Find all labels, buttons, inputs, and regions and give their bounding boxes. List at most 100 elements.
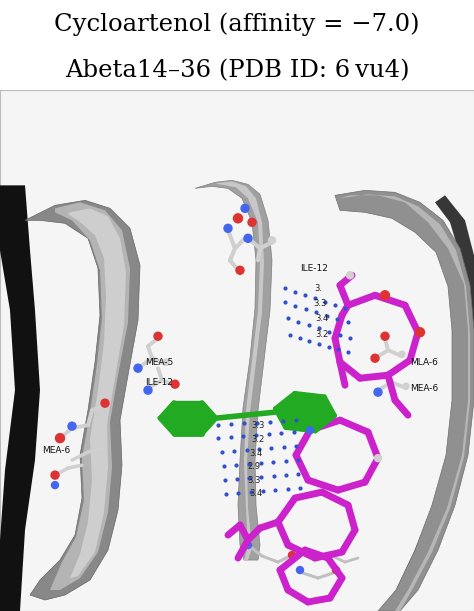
Circle shape	[245, 541, 252, 549]
Point	[294, 469, 302, 479]
Text: MEA-5: MEA-5	[145, 357, 173, 367]
Point	[239, 431, 247, 441]
Point	[296, 333, 303, 343]
Polygon shape	[0, 185, 40, 611]
Polygon shape	[275, 393, 335, 431]
Point	[272, 485, 279, 495]
Point	[315, 339, 323, 349]
Point	[214, 420, 222, 430]
Point	[294, 316, 302, 326]
Circle shape	[381, 291, 390, 300]
Point	[302, 304, 310, 314]
Point	[341, 303, 349, 313]
Point	[221, 475, 229, 485]
Text: MEA-6: MEA-6	[42, 445, 70, 455]
Point	[227, 419, 235, 429]
Polygon shape	[160, 403, 216, 434]
Point	[346, 334, 354, 343]
Point	[227, 432, 235, 442]
Circle shape	[289, 552, 295, 558]
Text: ILE-12: ILE-12	[145, 378, 173, 387]
Point	[344, 317, 352, 327]
Circle shape	[236, 266, 244, 274]
Point	[270, 471, 277, 481]
Circle shape	[241, 204, 249, 213]
Point	[325, 342, 332, 351]
Point	[344, 347, 352, 357]
Text: 3.3: 3.3	[247, 475, 261, 485]
Point	[301, 290, 309, 300]
Point	[240, 419, 248, 428]
Text: Abeta14–36 (PDB ID: 6 vu4): Abeta14–36 (PDB ID: 6 vu4)	[65, 59, 409, 82]
Point	[326, 327, 333, 337]
Circle shape	[234, 214, 243, 223]
Point	[296, 483, 304, 493]
Point	[331, 300, 339, 310]
Point	[292, 415, 300, 425]
Point	[292, 441, 300, 451]
Point	[270, 457, 277, 467]
Point	[294, 455, 302, 465]
Point	[279, 416, 287, 426]
Point	[252, 430, 260, 440]
Point	[335, 345, 342, 354]
Point	[281, 298, 289, 307]
Point	[243, 445, 250, 455]
Polygon shape	[215, 181, 264, 560]
Point	[315, 323, 323, 333]
Circle shape	[297, 566, 303, 574]
Point	[247, 487, 255, 497]
Text: MLA-6: MLA-6	[410, 357, 438, 367]
Point	[235, 488, 242, 498]
Point	[280, 442, 287, 452]
Point	[306, 336, 313, 346]
Point	[266, 417, 274, 426]
Point	[246, 474, 253, 483]
Circle shape	[374, 455, 382, 462]
Text: 3.4: 3.4	[315, 313, 328, 323]
Circle shape	[248, 218, 256, 226]
Circle shape	[154, 332, 162, 340]
Circle shape	[68, 422, 76, 430]
Point	[321, 297, 329, 307]
Text: 3.2: 3.2	[315, 330, 328, 338]
Point	[313, 307, 320, 317]
Polygon shape	[340, 194, 470, 611]
Circle shape	[332, 566, 339, 574]
Circle shape	[144, 386, 152, 394]
Text: MEA-6: MEA-6	[410, 384, 438, 393]
Polygon shape	[50, 202, 130, 590]
Point	[220, 461, 228, 471]
Circle shape	[403, 383, 409, 389]
Point	[218, 447, 226, 457]
Circle shape	[416, 327, 425, 337]
Text: 3.3: 3.3	[313, 299, 327, 308]
Circle shape	[346, 272, 354, 279]
Point	[282, 470, 290, 480]
Text: Cycloartenol (affinity = −7.0): Cycloartenol (affinity = −7.0)	[54, 13, 420, 36]
Point	[282, 456, 290, 466]
Circle shape	[374, 388, 382, 396]
Point	[323, 310, 331, 320]
Point	[265, 430, 273, 439]
Point	[311, 293, 319, 303]
Point	[292, 301, 299, 310]
Circle shape	[101, 399, 109, 407]
Point	[233, 474, 241, 484]
Point	[233, 460, 240, 470]
Point	[214, 433, 222, 443]
Circle shape	[52, 481, 58, 489]
Point	[230, 446, 238, 456]
Polygon shape	[25, 200, 140, 600]
Point	[281, 284, 289, 293]
Point	[284, 484, 292, 494]
Circle shape	[51, 471, 59, 479]
Point	[284, 313, 292, 323]
Circle shape	[55, 434, 64, 442]
Point	[222, 489, 230, 499]
Text: 3.3: 3.3	[251, 420, 264, 430]
Point	[258, 472, 265, 482]
Text: 3.4: 3.4	[249, 448, 263, 458]
Point	[290, 427, 298, 437]
Circle shape	[171, 380, 179, 388]
